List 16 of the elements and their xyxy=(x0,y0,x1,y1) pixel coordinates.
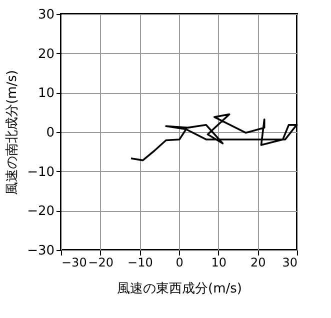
x-tick-label: −30 xyxy=(62,256,87,270)
x-tick-label: 20 xyxy=(250,256,266,270)
y-tick-label: −20 xyxy=(27,204,54,220)
y-axis-title: 風速の南北成分(m/s) xyxy=(5,70,20,195)
x-tick-label: −10 xyxy=(128,256,153,270)
x-axis-title: 風速の東西成分(m/s) xyxy=(117,282,242,296)
x-tick-label: 10 xyxy=(211,256,226,270)
y-tick-label: −30 xyxy=(27,244,54,258)
x-tick-label: −20 xyxy=(88,256,114,270)
y-tick-label: −10 xyxy=(27,164,54,180)
x-tick-label: 0 xyxy=(176,256,184,270)
y-tick-label: 30 xyxy=(38,8,54,22)
y-tick-label: 10 xyxy=(38,86,54,102)
x-tick-label: 30 xyxy=(282,256,298,270)
y-tick-label: 0 xyxy=(46,126,54,140)
y-tick-label: 20 xyxy=(38,46,54,62)
